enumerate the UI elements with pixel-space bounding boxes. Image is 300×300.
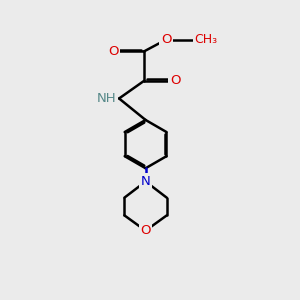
Text: N: N [141,175,151,188]
Text: CH₃: CH₃ [194,33,217,46]
Text: O: O [140,224,151,237]
Text: NH: NH [97,92,116,105]
Text: O: O [108,45,119,58]
Text: O: O [161,33,171,46]
Text: O: O [170,74,180,87]
